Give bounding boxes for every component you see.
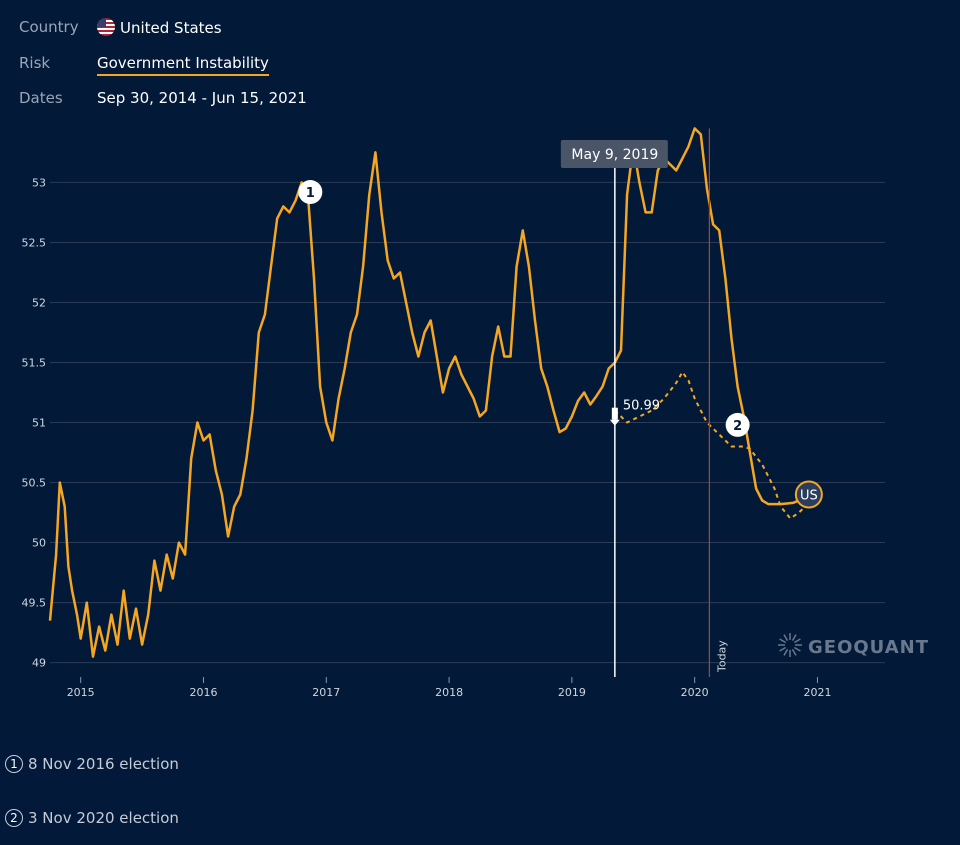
y-tick-label: 53 [32, 176, 46, 189]
hover-date-text: May 9, 2019 [571, 147, 658, 163]
series-group [48, 127, 806, 658]
note-2: 2 3 Nov 2020 election [5, 809, 179, 827]
hover-date-tooltip [560, 140, 668, 168]
note-1: 1 8 Nov 2016 election [5, 755, 179, 773]
hover-value-label: 50.99 [623, 399, 660, 414]
country-label: Country [19, 18, 79, 36]
y-tick-label: 52 [32, 296, 46, 309]
series-end-badge [794, 480, 823, 509]
x-tick-label: 2016 [189, 686, 217, 699]
geoquant-logo-icon [791, 634, 797, 642]
today-label: Today [715, 640, 728, 673]
y-tick-label: 50.5 [22, 477, 47, 490]
geoquant-logo-icon [791, 648, 797, 656]
y-tick-label: 51 [32, 417, 46, 430]
y-tick-label: 50 [32, 537, 46, 550]
x-tick-label: 2019 [558, 686, 586, 699]
country-name: United States [120, 19, 222, 37]
annotation-number: 2 [733, 419, 742, 434]
us-flag-icon [97, 18, 115, 36]
hover-marker-arrow-icon [609, 419, 620, 426]
grid-lines [50, 181, 885, 664]
geoquant-logo-icon [783, 634, 789, 642]
x-tick-label: 2020 [681, 686, 709, 699]
note-1-text: 8 Nov 2016 election [28, 755, 179, 773]
geoquant-logo-icon [793, 646, 801, 652]
note-2-text: 3 Nov 2020 election [28, 809, 179, 827]
annotation-badge [725, 412, 750, 437]
dates-value[interactable]: Sep 30, 2014 - Jun 15, 2021 [97, 89, 307, 107]
y-tick-label: 52.5 [22, 236, 47, 249]
risk-label: Risk [19, 54, 51, 72]
country-value[interactable]: United States [97, 18, 222, 37]
dates-label: Dates [19, 89, 63, 107]
actual-series-line [48, 127, 806, 658]
geoquant-logo-icon [793, 638, 801, 644]
geoquant-logo-icon [779, 638, 787, 644]
annotation-badge [298, 180, 323, 205]
forecast-series-line [614, 371, 806, 520]
y-axis-ticks: 49 49.5 50 50.5 51 51.5 52 52.5 53 [22, 176, 47, 669]
y-tick-label: 51.5 [22, 356, 47, 369]
note-2-number: 2 [5, 809, 23, 827]
annotation-notes: 1 8 Nov 2016 election 2 3 Nov 2020 electio… [0, 737, 960, 845]
annotation-number: 1 [306, 186, 315, 201]
geoquant-logo-icon [779, 646, 787, 652]
hover-marker-icon [611, 407, 618, 420]
watermark-text: GEOQUANT [808, 637, 929, 658]
y-tick-label: 49.5 [22, 597, 47, 610]
chart-overlays: Today May 9, 2019 50.99 1 2 US GEOQUANT [298, 128, 929, 677]
x-axis-ticks: 2015 2016 2017 2018 2019 2020 2021 [67, 677, 831, 699]
series-end-label: US [800, 489, 818, 504]
geoquant-logo-icon [783, 648, 789, 656]
risk-value[interactable]: Government Instability [97, 54, 269, 76]
x-tick-label: 2021 [803, 686, 831, 699]
x-tick-label: 2017 [312, 686, 340, 699]
x-tick-label: 2015 [67, 686, 95, 699]
watermark: GEOQUANT [778, 633, 929, 658]
x-tick-label: 2018 [435, 686, 463, 699]
y-tick-label: 49 [32, 657, 46, 670]
note-1-number: 1 [5, 755, 23, 773]
